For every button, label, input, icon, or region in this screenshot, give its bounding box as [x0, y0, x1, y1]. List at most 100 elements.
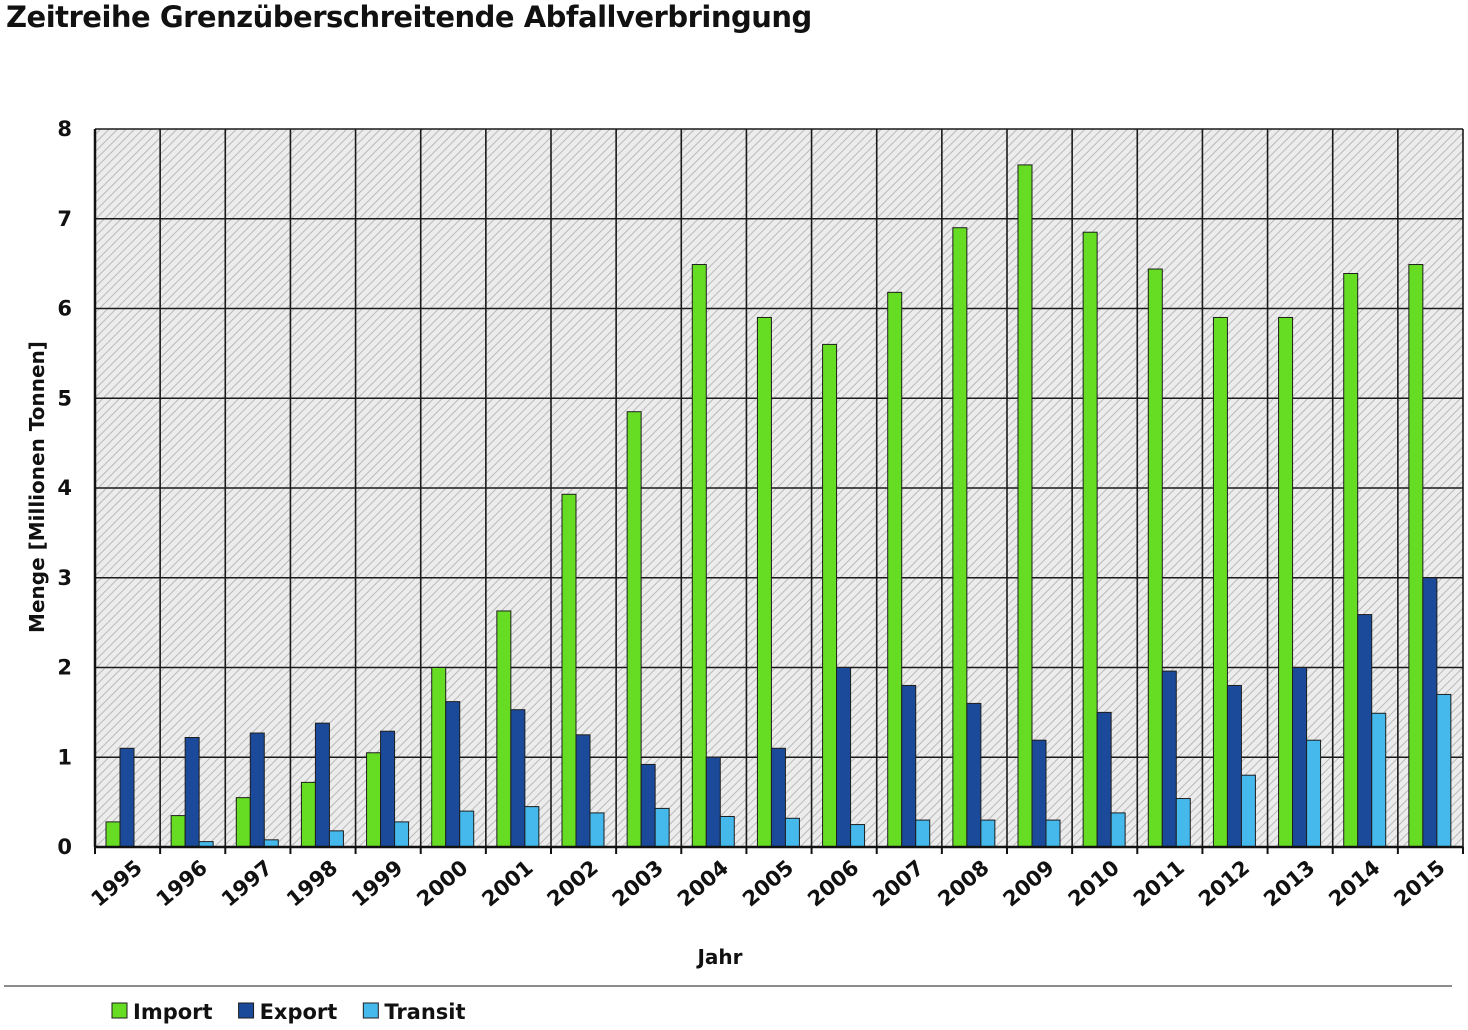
- bar-transit-2002: [589, 812, 605, 848]
- bar-import-2010: [1082, 231, 1098, 848]
- y-tick-label: 5: [57, 386, 72, 410]
- bar-transit-2004: [719, 815, 735, 848]
- bar-export-2002: [575, 734, 591, 848]
- bar-import-1995: [105, 821, 121, 848]
- bar-import-2007: [887, 291, 903, 848]
- legend-swatch-transit: [362, 1002, 379, 1019]
- y-tick-label: 7: [57, 207, 72, 231]
- bar-transit-2005: [784, 817, 800, 848]
- bar-transit-1998: [328, 830, 344, 848]
- x-tick-label: 1997: [217, 855, 277, 911]
- bar-import-2003: [626, 411, 642, 848]
- bar-export-2000: [445, 701, 461, 848]
- bar-export-2008: [966, 702, 982, 848]
- bar-import-2000: [431, 667, 447, 848]
- bar-import-1997: [235, 797, 251, 848]
- bar-export-2009: [1031, 739, 1047, 848]
- bar-import-2014: [1343, 272, 1359, 848]
- bar-transit-2015: [1436, 693, 1452, 848]
- bar-export-2005: [770, 747, 786, 848]
- legend-swatch-export: [238, 1002, 255, 1019]
- bar-transit-2009: [1045, 819, 1061, 848]
- x-tick-label: 2002: [543, 855, 603, 911]
- bar-import-2005: [756, 316, 772, 848]
- bar-export-1995: [119, 747, 135, 848]
- x-tick-label: 2012: [1194, 855, 1254, 911]
- x-tick-label: 1995: [87, 855, 147, 911]
- bar-export-2011: [1161, 670, 1177, 848]
- bar-export-1997: [249, 732, 265, 848]
- x-tick-label: 1998: [282, 855, 342, 911]
- bar-export-2003: [640, 763, 656, 848]
- legend-label-transit: Transit: [384, 1000, 465, 1024]
- bar-import-2002: [561, 493, 577, 848]
- x-tick-label: 2006: [803, 855, 863, 911]
- x-tick-label: 2005: [738, 855, 798, 911]
- bar-import-2011: [1147, 268, 1163, 848]
- y-tick-label: 0: [57, 835, 72, 859]
- x-tick-label: 2008: [933, 855, 993, 911]
- x-axis-title: Jahr: [695, 945, 742, 969]
- x-tick-label: 2015: [1389, 855, 1449, 911]
- bar-transit-2007: [915, 819, 931, 848]
- bar-export-1998: [314, 722, 330, 848]
- x-tick-labels: 1995 1996 1997 1998 1999 2000 2001 2002 2003 2004…: [87, 855, 1450, 911]
- bars: [105, 164, 1452, 848]
- bar-import-1998: [300, 781, 316, 848]
- legend: Import Export Transit: [111, 1000, 466, 1024]
- x-tick-label: 2010: [1064, 855, 1124, 911]
- bar-export-2012: [1226, 684, 1242, 848]
- bar-transit-2010: [1110, 812, 1126, 848]
- bar-export-1999: [380, 730, 396, 848]
- bar-export-2006: [836, 667, 852, 848]
- bar-transit-2013: [1306, 739, 1322, 848]
- bar-import-2009: [1017, 164, 1033, 848]
- bar-export-2001: [510, 709, 526, 848]
- bar-export-1996: [184, 737, 200, 848]
- bar-transit-2006: [850, 824, 866, 848]
- bar-transit-2008: [980, 819, 996, 848]
- x-tick-label: 2009: [999, 855, 1059, 911]
- legend-swatch-import: [111, 1002, 128, 1019]
- bar-transit-2014: [1371, 712, 1387, 848]
- bar-transit-2012: [1240, 774, 1256, 848]
- x-tick-label: 2014: [1324, 855, 1384, 911]
- x-tick-label: 2013: [1259, 855, 1319, 911]
- bar-import-2015: [1408, 264, 1424, 848]
- legend-label-export: Export: [260, 1000, 338, 1024]
- bar-import-2006: [822, 343, 838, 848]
- y-tick-label: 1: [57, 745, 72, 769]
- axes: [93, 129, 1464, 854]
- y-tick-label: 8: [57, 117, 72, 141]
- x-tick-label: 2001: [477, 855, 537, 911]
- gridlines: [94, 128, 1464, 848]
- legend-label-import: Import: [133, 1000, 213, 1024]
- x-tick-label: 2003: [608, 855, 668, 911]
- x-tick-label: 2000: [412, 855, 472, 911]
- bar-transit-2001: [524, 806, 540, 848]
- y-tick-label: 6: [57, 297, 72, 321]
- bar-import-1996: [170, 815, 186, 848]
- bar-import-2008: [952, 227, 968, 848]
- bar-transit-2000: [459, 810, 475, 848]
- bar-export-2014: [1357, 614, 1373, 848]
- y-axis-title: Menge [Millionen Tonnen]: [25, 341, 49, 633]
- x-tick-label: 1999: [347, 855, 407, 911]
- y-tick-labels: 0 1 2 3 4 5 6 7 8: [57, 117, 72, 859]
- bar-export-2015: [1422, 577, 1438, 848]
- chart-title: Zeitreihe Grenzüberschreitende Abfallver…: [6, 0, 812, 34]
- bar-transit-2003: [654, 807, 670, 848]
- bar-transit-1999: [394, 821, 410, 848]
- bar-export-2004: [705, 756, 721, 848]
- bar-export-2007: [901, 684, 917, 848]
- x-tick-label: 2004: [673, 855, 733, 911]
- bar-export-2010: [1096, 711, 1112, 848]
- x-tick-label: 1996: [152, 855, 212, 911]
- bar-import-2001: [496, 610, 512, 848]
- x-tick-label: 2011: [1129, 855, 1189, 911]
- x-tick-label: 2007: [868, 855, 928, 911]
- bar-export-2013: [1292, 667, 1308, 848]
- bar-import-2013: [1278, 316, 1294, 848]
- y-tick-label: 3: [57, 566, 72, 590]
